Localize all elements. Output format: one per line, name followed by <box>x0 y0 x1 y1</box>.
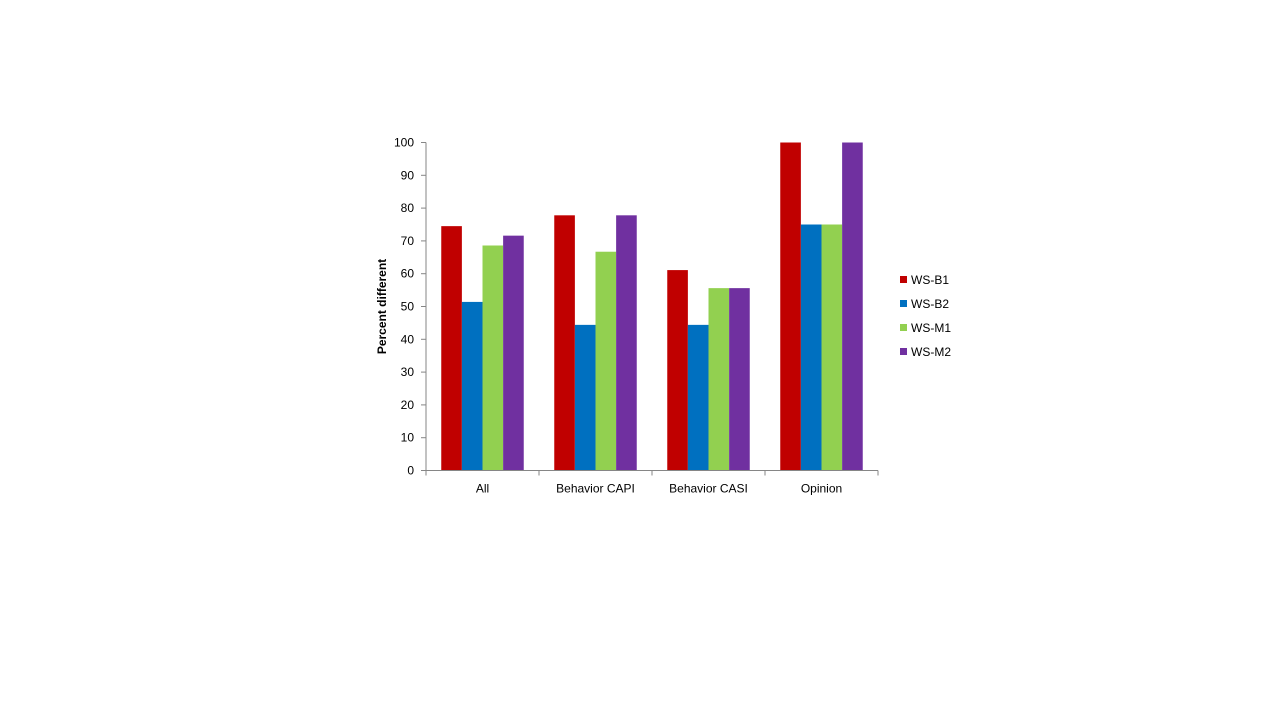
y-tick-label: 100 <box>394 136 414 150</box>
bar-ws-b1-all <box>441 226 462 471</box>
bar-ws-b2-behavior-casi <box>687 324 709 471</box>
y-axis-ticks: 0 10 20 30 40 50 60 70 80 90 100 <box>394 136 426 478</box>
legend-swatch <box>900 300 907 307</box>
x-category-label: Behavior CAPI <box>556 482 635 496</box>
y-tick-label: 70 <box>401 234 415 248</box>
x-category-label: Opinion <box>801 482 842 496</box>
y-tick-label: 30 <box>401 365 415 379</box>
y-tick-label: 40 <box>401 332 415 346</box>
bar-ws-m2-all <box>503 235 524 471</box>
x-category-label: All <box>476 482 489 496</box>
y-tick-label: 90 <box>401 168 415 182</box>
y-axis-title: Percent different <box>375 259 389 354</box>
bar-ws-b1-opinion <box>780 142 801 471</box>
bar-ws-b2-opinion <box>800 224 822 471</box>
x-category-label: Behavior CASI <box>669 482 748 496</box>
bar-ws-b2-all <box>461 301 483 471</box>
bar-ws-m2-opinion <box>842 142 863 471</box>
y-tick-label: 60 <box>401 267 415 281</box>
y-tick-label: 10 <box>401 431 415 445</box>
legend-swatch <box>900 276 907 283</box>
bar-ws-b1-behavior-capi <box>554 215 575 471</box>
legend-label: WS-M1 <box>911 321 951 335</box>
legend-label: WS-B2 <box>911 297 949 311</box>
legend-swatch <box>900 324 907 331</box>
bar-ws-m1-behavior-capi <box>595 251 617 471</box>
legend-label: WS-B1 <box>911 273 949 287</box>
legend-swatch <box>900 348 907 355</box>
plot-area <box>441 142 863 471</box>
bar-ws-m1-all <box>482 245 504 471</box>
y-tick-label: 50 <box>401 300 415 314</box>
bar-ws-m2-behavior-capi <box>616 215 637 471</box>
bar-ws-b2-behavior-capi <box>574 324 596 471</box>
legend-label: WS-M2 <box>911 345 951 359</box>
y-tick-label: 80 <box>401 201 415 215</box>
y-tick-label: 20 <box>401 398 415 412</box>
bar-ws-b1-behavior-casi <box>667 270 688 471</box>
bar-ws-m2-behavior-casi <box>729 288 750 471</box>
y-tick-label: 0 <box>407 464 414 478</box>
legend: WS-B1 WS-B2 WS-M1 WS-M2 <box>900 273 951 359</box>
bar-ws-m1-behavior-casi <box>708 288 730 471</box>
bar-ws-m1-opinion <box>821 224 843 471</box>
x-axis-ticks: All Behavior CAPI Behavior CASI Opinion <box>425 470 879 496</box>
